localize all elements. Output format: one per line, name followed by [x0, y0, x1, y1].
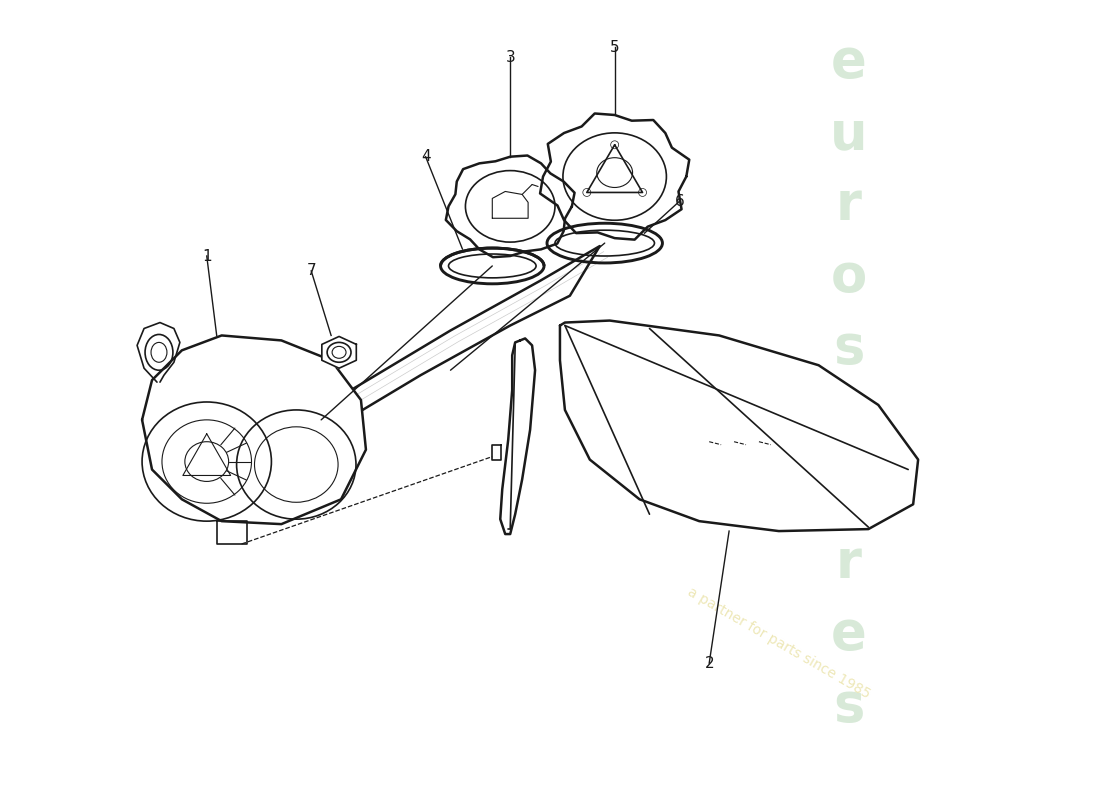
Text: 2: 2 [704, 656, 714, 670]
Text: p: p [829, 394, 868, 446]
Polygon shape [500, 338, 535, 534]
Text: r: r [836, 537, 861, 589]
Text: 3: 3 [505, 50, 515, 65]
Polygon shape [322, 337, 356, 368]
Text: e: e [830, 608, 867, 660]
Text: e: e [830, 36, 867, 88]
Polygon shape [446, 155, 574, 257]
Polygon shape [252, 246, 600, 490]
Text: 1: 1 [202, 249, 211, 263]
Text: r: r [836, 179, 861, 231]
Text: 6: 6 [674, 194, 684, 209]
Text: o: o [830, 251, 867, 303]
Polygon shape [540, 114, 690, 240]
Text: 7: 7 [307, 263, 316, 278]
Text: a partner for parts since 1985: a partner for parts since 1985 [685, 585, 872, 702]
Polygon shape [138, 322, 180, 382]
Text: 4: 4 [421, 150, 430, 164]
Text: u: u [829, 108, 867, 160]
Text: s: s [833, 680, 865, 732]
Polygon shape [560, 321, 918, 531]
Text: s: s [833, 322, 865, 374]
Polygon shape [142, 335, 366, 524]
Text: 5: 5 [609, 40, 619, 55]
Text: a: a [830, 466, 866, 518]
